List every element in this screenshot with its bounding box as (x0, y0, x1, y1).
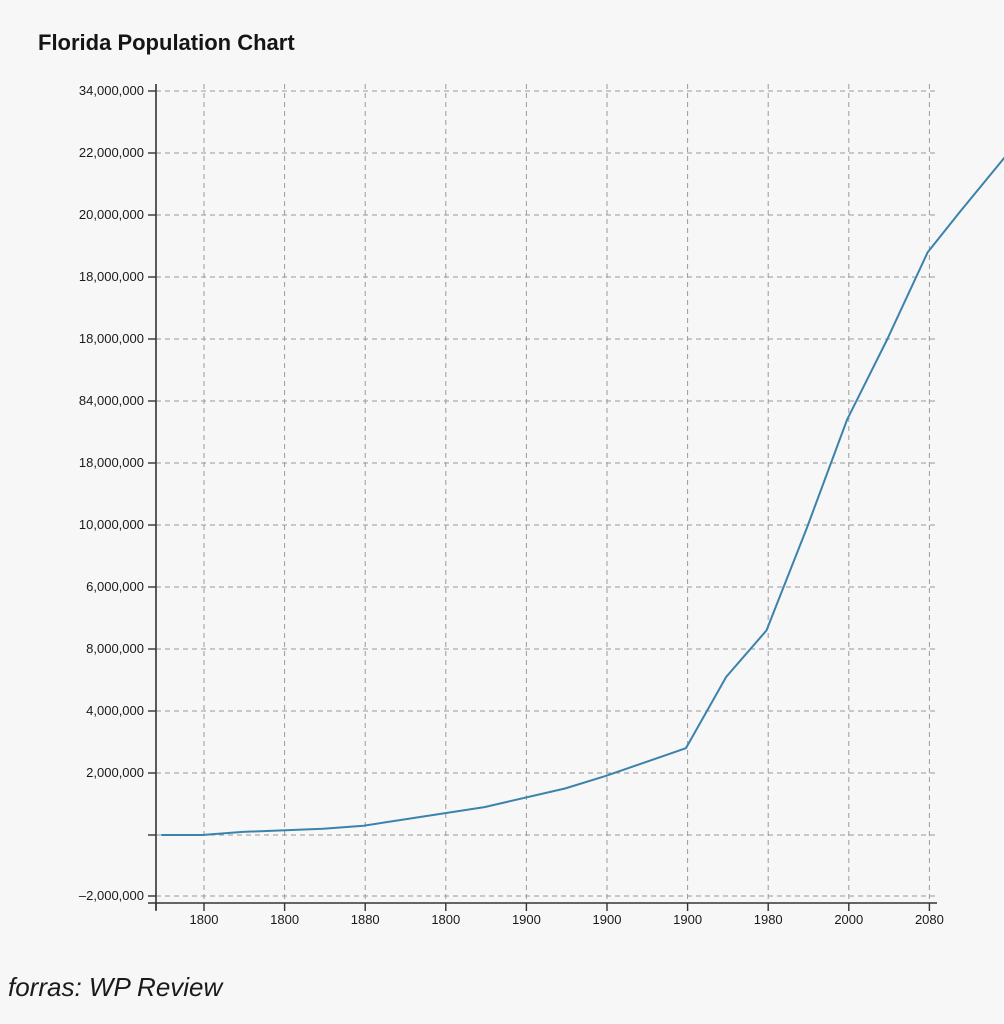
data-point (846, 419, 848, 421)
data-point (604, 775, 606, 777)
y-tick-label: 22,000,000 (79, 145, 144, 160)
data-point (766, 629, 768, 631)
x-tick-label: 1800 (431, 912, 460, 927)
y-tick-label: 18,000,000 (79, 455, 144, 470)
data-point (725, 676, 727, 678)
x-tick-label: 1900 (512, 912, 541, 927)
x-tick-label: 2000 (834, 912, 863, 927)
grid-lines (156, 84, 937, 903)
series-layer (161, 156, 1004, 836)
line-chart: 34,000,000 22,000,000 20,000,000 18,000,000… (79, 83, 1004, 927)
x-tick-label: 2080 (915, 912, 944, 927)
data-point (886, 338, 888, 340)
x-tick-label: 1800 (190, 912, 219, 927)
y-tick-label: –2,000,000 (79, 888, 144, 903)
data-point (806, 527, 808, 529)
y-tick-label: 10,000,000 (79, 517, 144, 532)
data-point (242, 831, 244, 833)
data-point (322, 828, 324, 830)
x-axis: 1800 1800 1880 1800 1900 1900 1900 1980 2000 2080 (148, 902, 944, 927)
y-tick-label: 18,000,000 (79, 269, 144, 284)
series-line (161, 156, 1004, 836)
data-point (685, 747, 687, 749)
y-axis: 34,000,000 22,000,000 20,000,000 18,000,000… (79, 83, 157, 910)
y-tick-label: 34,000,000 (79, 83, 144, 98)
y-tick-label: 8,000,000 (86, 641, 144, 656)
y-tick-label: 84,000,000 (79, 393, 144, 408)
y-tick-label: 6,000,000 (86, 579, 144, 594)
data-point (161, 834, 163, 836)
y-tick-label: 2,000,000 (86, 765, 144, 780)
data-point (959, 211, 961, 213)
data-point (564, 788, 566, 790)
source-note: forras: WP Review (8, 972, 223, 1002)
data-point (403, 819, 405, 821)
data-point (927, 251, 929, 253)
x-tick-label: 1880 (351, 912, 380, 927)
x-tick-label: 1900 (673, 912, 702, 927)
chart-title: Florida Population Chart (38, 30, 295, 55)
data-point (363, 825, 365, 827)
x-tick-label: 1980 (754, 912, 783, 927)
data-point (201, 834, 203, 836)
y-tick-label: 20,000,000 (79, 207, 144, 222)
x-tick-label: 1800 (270, 912, 299, 927)
y-tick-label: 4,000,000 (86, 703, 144, 718)
y-tick-label: 18,000,000 (79, 331, 144, 346)
data-point (483, 806, 485, 808)
x-tick-label: 1900 (593, 912, 622, 927)
